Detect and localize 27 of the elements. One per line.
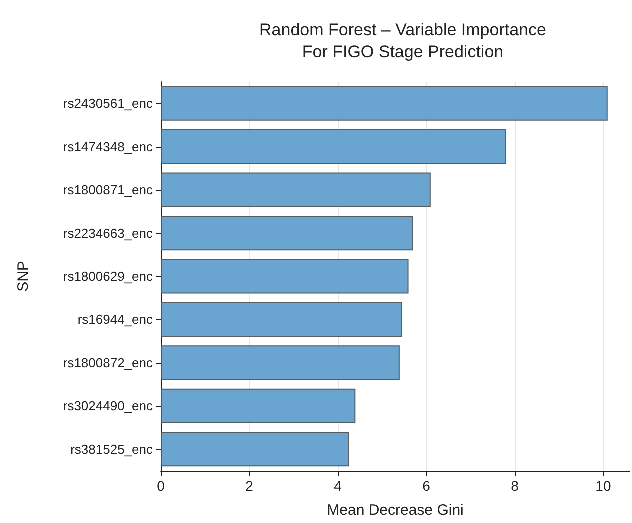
bar bbox=[161, 346, 400, 380]
y-axis-title: SNP bbox=[15, 261, 32, 292]
y-tick-label: rs1474348_enc bbox=[63, 139, 154, 154]
x-tick-label: 10 bbox=[596, 478, 612, 494]
bar bbox=[161, 259, 409, 294]
x-tick-label: 4 bbox=[334, 478, 342, 494]
chart-title: Random Forest – Variable Importance For FIGO Stage Prediction bbox=[260, 20, 546, 62]
x-tick-label: 8 bbox=[511, 478, 520, 494]
y-tick-label: rs16944_enc bbox=[78, 312, 154, 328]
y-tick-label: rs3024490_enc bbox=[63, 398, 154, 414]
bar bbox=[161, 388, 356, 424]
bar bbox=[161, 86, 608, 121]
bar bbox=[161, 216, 414, 251]
bar bbox=[161, 302, 402, 338]
y-tick-label: rs1800872_enc bbox=[63, 355, 154, 370]
x-tick-label: 2 bbox=[246, 478, 254, 494]
bar bbox=[161, 172, 431, 208]
x-tick-label: 0 bbox=[157, 478, 166, 494]
x-tick-label: 6 bbox=[422, 478, 431, 494]
y-tick-label: rs2234663_enc bbox=[63, 226, 154, 241]
y-tick-label: rs1800871_enc bbox=[63, 182, 154, 198]
x-axis-title: Mean Decrease Gini bbox=[327, 502, 464, 519]
y-tick-label: rs2430561_enc bbox=[63, 96, 154, 112]
bar bbox=[161, 432, 350, 467]
y-tick-label: rs1800629_enc bbox=[63, 269, 154, 284]
bar bbox=[161, 130, 506, 164]
y-tick-label: rs381525_enc bbox=[70, 442, 154, 457]
